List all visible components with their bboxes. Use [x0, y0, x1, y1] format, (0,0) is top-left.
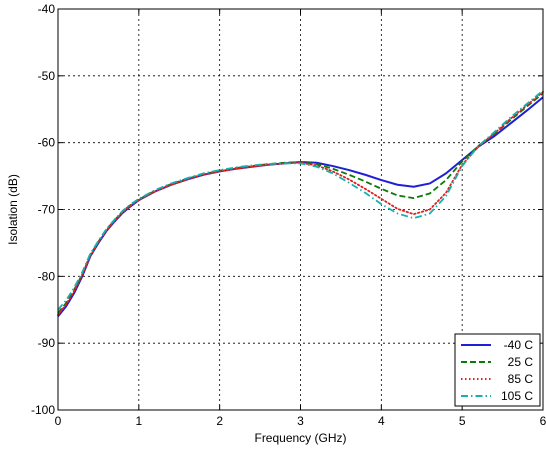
- legend-label: 25 C: [508, 355, 534, 369]
- x-axis-label: Frequency (GHz): [254, 431, 346, 445]
- y-tick-label: -100: [31, 403, 55, 417]
- y-tick-label: -80: [38, 269, 56, 283]
- y-tick-label: -70: [38, 203, 56, 217]
- x-tick-label: 5: [459, 414, 466, 428]
- legend: -40 C 25 C 85 C 105 C: [454, 333, 541, 407]
- y-tick-label: -40: [38, 2, 56, 16]
- legend-label: 105 C: [501, 389, 533, 403]
- y-axis-label: Isolation (dB): [6, 174, 20, 245]
- x-tick-label: 0: [55, 414, 62, 428]
- x-tick-label: 6: [540, 414, 546, 428]
- legend-label: 85 C: [508, 372, 534, 386]
- x-tick-label: 2: [216, 414, 223, 428]
- series-lines: [57, 89, 544, 318]
- x-tick-label: 1: [135, 414, 142, 428]
- y-tick-label: -90: [38, 336, 56, 350]
- legend-label: -40 C: [504, 338, 534, 352]
- y-tick-label: -60: [38, 136, 56, 150]
- axis-ticks: 0 1 2 3 4 5 6 -100 -90 -80 -70 -60 -50 -40: [31, 2, 546, 428]
- x-tick-label: 3: [297, 414, 304, 428]
- y-tick-label: -50: [38, 69, 56, 83]
- gridlines: [58, 9, 543, 410]
- series-line: [57, 89, 544, 311]
- x-tick-label: 4: [378, 414, 385, 428]
